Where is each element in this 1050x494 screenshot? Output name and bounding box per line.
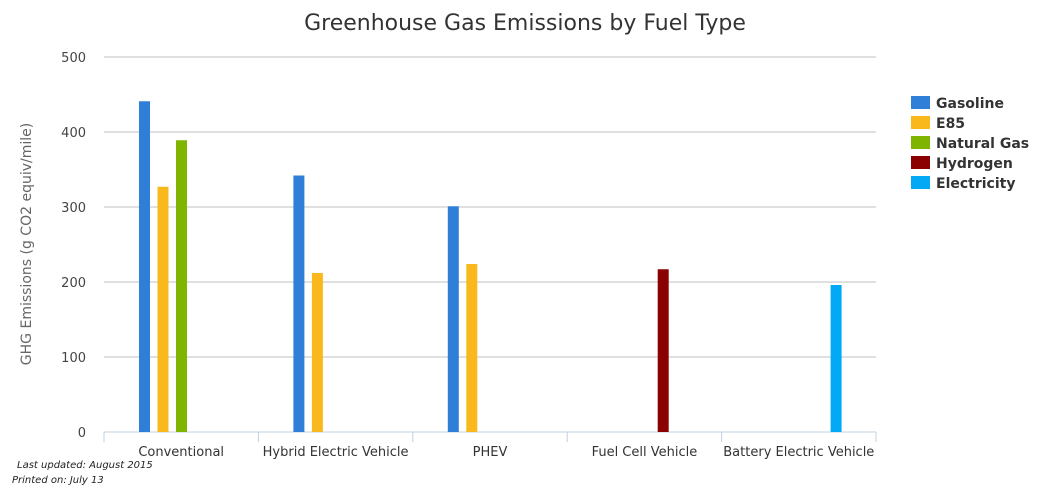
bar-gasoline[interactable] xyxy=(293,175,305,433)
bar-hydrogen[interactable] xyxy=(657,269,669,432)
legend-swatch xyxy=(911,156,930,169)
bar-e85[interactable] xyxy=(466,264,478,432)
bar-e85[interactable] xyxy=(157,186,169,432)
last-updated-note: Last updated: August 2015 xyxy=(17,460,153,471)
bar-natural-gas[interactable] xyxy=(176,140,187,432)
y-axis-label: GHG Emissions (g CO2 equiv/mile) xyxy=(19,123,35,365)
gridlines xyxy=(104,56,876,358)
x-tick-label: Fuel Cell Vehicle xyxy=(592,445,698,460)
y-tick-label: 400 xyxy=(61,126,86,141)
y-tick-label: 0 xyxy=(78,426,86,441)
y-tick-label: 300 xyxy=(61,201,86,216)
chart-title: Greenhouse Gas Emissions by Fuel Type xyxy=(304,11,746,36)
y-axis-ticks: 0 100 200 300 400 500 xyxy=(61,51,86,441)
y-tick-label: 100 xyxy=(61,351,86,366)
bar-gasoline[interactable] xyxy=(139,101,150,432)
legend-item-label[interactable]: Gasoline xyxy=(936,96,1004,112)
bar-e85[interactable] xyxy=(311,273,323,432)
bar-gasoline[interactable] xyxy=(447,206,459,432)
printed-on-note: Printed on: July 13 xyxy=(12,475,104,486)
legend-swatch xyxy=(911,96,930,109)
legend-swatch xyxy=(911,176,930,189)
x-tick-label: Conventional xyxy=(138,445,224,460)
legend-item-label[interactable]: E85 xyxy=(936,116,965,132)
legend-item-label[interactable]: Electricity xyxy=(936,176,1015,192)
bar-electricity[interactable] xyxy=(830,285,842,432)
y-tick-label: 200 xyxy=(61,276,86,291)
legend-item-label[interactable]: Hydrogen xyxy=(936,156,1013,172)
legend-swatch xyxy=(911,136,930,149)
x-tick-label: Battery Electric Vehicle xyxy=(723,445,874,460)
y-tick-label: 500 xyxy=(61,51,86,66)
legend-swatch xyxy=(911,116,930,129)
legend: Gasoline E85 Natural Gas Hydrogen Electricit… xyxy=(911,96,1029,192)
legend-item-label[interactable]: Natural Gas xyxy=(936,136,1029,152)
x-tick-label: Hybrid Electric Vehicle xyxy=(263,445,409,460)
x-tick-label: PHEV xyxy=(473,445,508,460)
x-axis: Conventional Hybrid Electric Vehicle PHEV F… xyxy=(103,431,877,460)
bars xyxy=(139,101,842,432)
